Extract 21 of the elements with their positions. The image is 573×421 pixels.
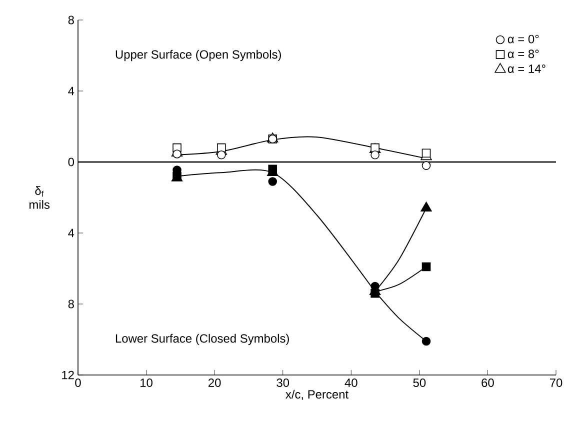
x-tick-label: 20 (208, 378, 221, 387)
x-tick-label: 40 (344, 378, 358, 387)
x-tick-label: 30 (276, 378, 290, 387)
y-tick-label: 8 (68, 16, 74, 24)
x-tick-label: 0 (75, 378, 81, 387)
y-tick-label: 4 (68, 86, 74, 96)
y-axis-title: δ$_{f}$ mils (30, 186, 50, 209)
x-tick-label: 50 (413, 378, 426, 387)
legend-label: α = 0° (508, 34, 539, 44)
y-tick-label: 0 (68, 158, 74, 166)
x-tick-label: 10 (140, 378, 152, 387)
y-tick-label: 12 (62, 370, 74, 380)
x-tick-label: 70 (550, 378, 562, 387)
annotation: Upper Surface (Open Symbols) (116, 50, 281, 62)
annotation: Lower Surface (Closed Symbols) (116, 334, 289, 346)
legend-label: α = 14° (508, 64, 546, 73)
y-tick-label: 8 (68, 300, 74, 308)
legend-label: α = 8° (508, 50, 539, 58)
x-tick-label: 60 (482, 378, 494, 387)
x-axis-title: x/c, Percent (286, 390, 348, 400)
y-tick-label: 4 (68, 228, 74, 238)
